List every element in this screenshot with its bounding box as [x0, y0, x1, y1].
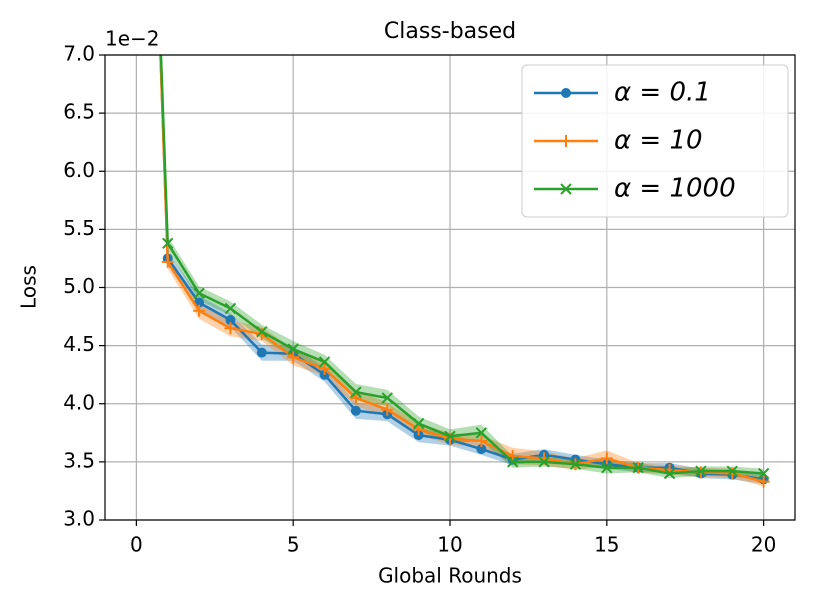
point — [350, 405, 361, 416]
point — [757, 475, 770, 488]
y-tick-label: 6.0 — [63, 158, 95, 182]
point — [726, 465, 738, 477]
point — [225, 315, 236, 326]
point — [632, 461, 644, 474]
point — [476, 444, 487, 455]
x-axis-label: Global Rounds — [378, 564, 522, 588]
point — [695, 465, 707, 477]
point — [601, 461, 613, 474]
y-tick-label: 4.0 — [63, 390, 95, 414]
x-tick-label: 0 — [130, 533, 143, 557]
point — [412, 423, 425, 436]
y-tick-label: 4.5 — [63, 332, 95, 356]
x-tick-label: 10 — [437, 533, 462, 557]
y-tick-label: 5.0 — [63, 274, 95, 298]
y-tick-label: 7.0 — [63, 42, 95, 66]
point — [444, 432, 456, 445]
point — [193, 287, 205, 300]
y-tick-label: 5.5 — [63, 216, 95, 240]
y-offset-label: 1e−2 — [105, 27, 160, 51]
point — [318, 362, 331, 375]
legend-marker — [560, 135, 572, 147]
legend-marker — [561, 88, 571, 98]
point — [726, 467, 739, 480]
point — [224, 322, 237, 335]
point — [475, 434, 488, 447]
point — [350, 386, 362, 398]
x-tick-label: 15 — [594, 533, 619, 557]
legend-marker — [560, 183, 572, 195]
point — [162, 237, 174, 250]
point — [507, 456, 519, 468]
legend-marker — [560, 135, 572, 147]
legend-label: α = 0.1 — [614, 78, 711, 108]
point — [569, 458, 582, 470]
point — [538, 456, 550, 468]
plot-frame — [104, 54, 796, 521]
legend-label: α = 10 — [614, 126, 703, 156]
point — [757, 467, 770, 480]
point — [318, 356, 331, 368]
y-tick-label: 3.0 — [63, 507, 95, 531]
point — [256, 325, 268, 338]
plot-area — [159, 55, 770, 488]
point — [381, 392, 393, 404]
point — [412, 417, 425, 430]
y-axis-label: Loss — [17, 265, 41, 309]
y-tick-label: 6.5 — [63, 100, 95, 124]
point — [256, 347, 267, 358]
legend-marker — [561, 88, 571, 98]
point — [475, 427, 488, 439]
legend-marker — [560, 183, 572, 195]
x-tick-label: 20 — [751, 533, 776, 557]
x-tick-label: 5 — [287, 533, 300, 557]
point — [224, 302, 237, 315]
point — [381, 403, 394, 416]
point — [287, 343, 299, 355]
point — [663, 467, 676, 480]
point — [161, 255, 174, 268]
point — [349, 391, 362, 404]
point — [506, 450, 519, 463]
y-tick-label: 3.5 — [63, 448, 95, 472]
point — [444, 430, 456, 443]
chart-title: Class-based — [384, 19, 516, 44]
point — [193, 304, 206, 317]
point — [287, 351, 300, 364]
legend-box — [521, 64, 789, 218]
legend-label: α = 1000 — [614, 174, 736, 204]
point — [600, 452, 613, 465]
